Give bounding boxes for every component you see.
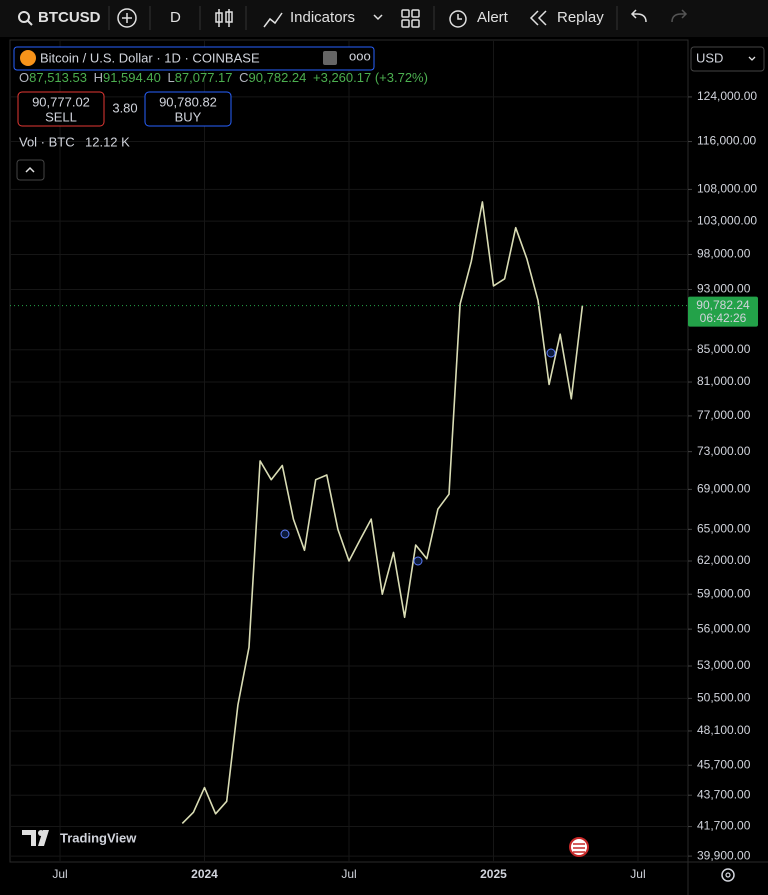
symbol[interactable]: BTCUSD [38, 9, 101, 26]
y-tick-label: 77,000.00 [697, 408, 751, 422]
replay-button[interactable]: Replay [557, 9, 604, 26]
sell-price: 90,777.02 [32, 94, 90, 109]
replay-icon [529, 10, 547, 26]
countdown: 06:42:26 [700, 311, 747, 325]
chevron[interactable] [373, 14, 383, 21]
tag-icon[interactable] [323, 51, 337, 65]
last-price-label [688, 296, 758, 327]
chevron [748, 56, 756, 61]
y-tick-label: 43,700.00 [697, 787, 751, 801]
y-tick-label: 85,000.00 [697, 342, 751, 356]
ohlc-label: H [94, 70, 103, 85]
y-tick-label: 124,000.00 [697, 89, 757, 103]
change: +3,260.17 (+3.72%) [313, 70, 428, 85]
bitcoin-icon [20, 50, 36, 66]
ohlc-label: L [167, 70, 174, 85]
ohlc-value: 87,513.53 [29, 70, 87, 85]
settings-button[interactable] [721, 868, 735, 882]
ohlc: O87,513.53 H91,594.40 L87,077.17 C90,782… [19, 70, 428, 85]
y-tick-label: 41,700.00 [697, 819, 751, 833]
y-tick-label: 59,000.00 [697, 586, 751, 600]
interval[interactable]: D [170, 9, 181, 26]
y-tick-label: 65,000.00 [697, 522, 751, 536]
legend-title-box[interactable] [13, 46, 375, 71]
volume-value: 12.12 K [85, 134, 130, 149]
economic-event-flag[interactable] [569, 837, 589, 857]
currency: USD [696, 50, 723, 65]
buy-button[interactable] [144, 91, 232, 127]
y-tick-label: 53,000.00 [697, 658, 751, 672]
y-tick-label: 103,000.00 [697, 213, 757, 227]
ohlc-value: 87,077.17 [175, 70, 233, 85]
y-tick-label: 50,500.00 [697, 691, 751, 705]
toolbar [0, 0, 768, 37]
collapse-icon [25, 166, 35, 173]
currency-select[interactable] [690, 46, 765, 72]
buy-label: BUY [175, 109, 202, 124]
y-tick-label: 73,000.00 [697, 444, 751, 458]
y-tick-label: 62,000.00 [697, 553, 751, 567]
plot [10, 201, 688, 824]
y-tick-label: 39,900.00 [697, 848, 751, 862]
x-tick-label: 2024 [191, 867, 218, 881]
y-tick-label: 48,100.00 [697, 723, 751, 737]
undo-button[interactable] [630, 9, 647, 23]
sell-button[interactable] [17, 91, 105, 127]
x-tick-label: Jul [630, 867, 645, 881]
event-marker[interactable] [413, 556, 423, 566]
chart-type-button[interactable] [215, 9, 233, 27]
indicators-button[interactable]: Indicators [290, 9, 355, 26]
alert-icon [457, 14, 462, 20]
y-tick-label: 45,700.00 [697, 757, 751, 771]
flag-stripes [573, 843, 585, 853]
alert-button[interactable]: Alert [477, 9, 509, 26]
search-icon [27, 20, 33, 26]
x-tick-label: Jul [341, 867, 356, 881]
ohlc-value: 90,782.24 [249, 70, 307, 85]
legend-title: Bitcoin / U.S. Dollar · 1D · COINBASE [40, 50, 260, 65]
y-tick-label: 108,000.00 [697, 182, 757, 196]
x-tick-label: 2025 [480, 867, 507, 881]
y-tick-label: 98,000.00 [697, 247, 751, 261]
buy-price: 90,780.82 [159, 94, 217, 109]
ohlc-label: O [19, 70, 29, 85]
x-tick-label: Jul [52, 867, 67, 881]
settings-icon [725, 872, 731, 878]
y-tick-label: 116,000.00 [697, 134, 756, 148]
spread: 3.80 [112, 100, 137, 115]
sell-label: SELL [45, 109, 77, 124]
more-button[interactable]: ooo [349, 48, 371, 63]
event-marker[interactable] [546, 348, 556, 358]
indicators-icon [263, 12, 283, 28]
y-tick-label: 93,000.00 [697, 282, 751, 296]
watermark-logo [38, 830, 44, 836]
redo-button[interactable] [671, 9, 688, 23]
y-tick-label: 81,000.00 [697, 374, 751, 388]
event-marker[interactable] [280, 529, 290, 539]
alert-icon [449, 10, 467, 28]
last-price: 90,782.24 [696, 298, 750, 312]
volume-label: Vol · BTC [19, 134, 75, 149]
watermark: TradingView [60, 830, 137, 845]
price-line [181, 201, 584, 824]
plus-icon [122, 13, 132, 23]
y-tick-label: 56,000.00 [697, 621, 751, 635]
collapse-button[interactable] [16, 159, 45, 181]
search-icon[interactable] [18, 11, 30, 23]
layouts-button[interactable] [401, 9, 420, 28]
compare-button[interactable] [117, 8, 137, 28]
ohlc-value: 91,594.40 [103, 70, 161, 85]
ohlc-label: C [239, 70, 248, 85]
y-tick-label: 69,000.00 [697, 482, 751, 496]
